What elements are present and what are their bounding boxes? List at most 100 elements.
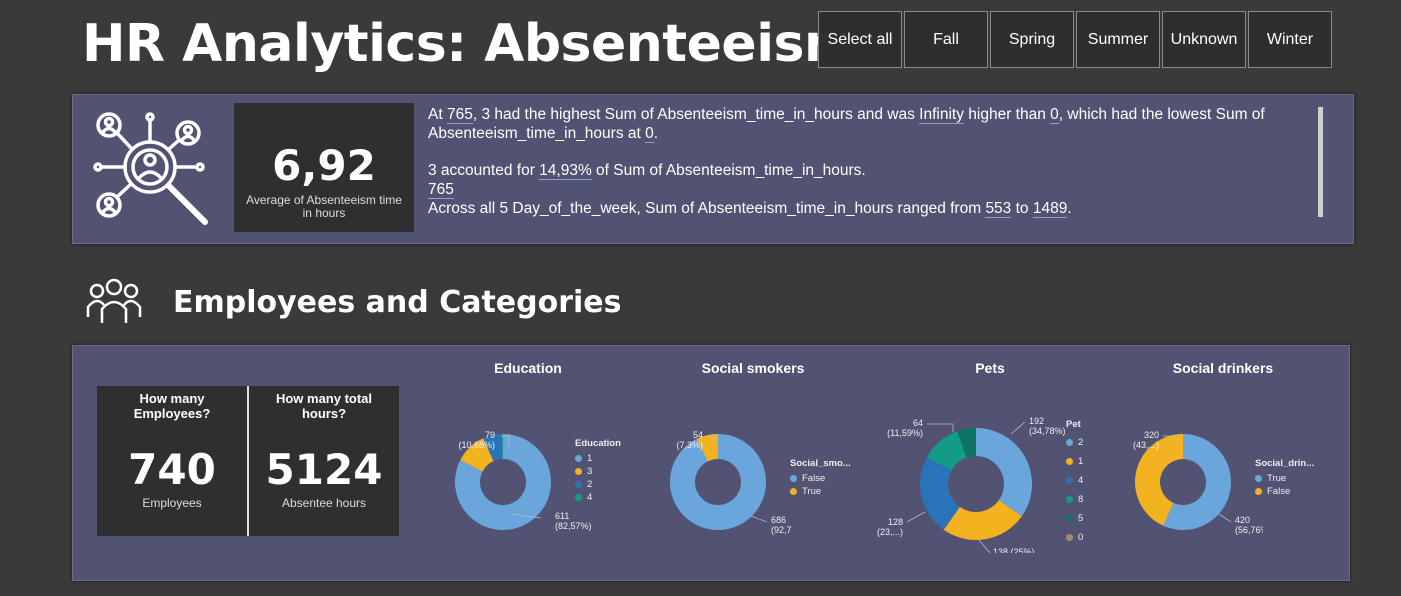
average-absenteeism-value: 6,92: [272, 141, 376, 190]
slicer-select-all[interactable]: Select all: [818, 11, 902, 68]
donut-slice-5[interactable]: [957, 428, 976, 458]
value-highlight: 553: [985, 200, 1012, 218]
education-donut-chart: 611 (82,57%) 79 (10,68%): [455, 430, 592, 531]
data-label: 54 (7,3%): [676, 430, 703, 450]
legend-item[interactable]: 0: [1066, 528, 1083, 547]
text: , 3 had the highest Sum of Absenteeism_t…: [472, 106, 920, 123]
text: .: [653, 125, 659, 142]
legend-label: 4: [1078, 475, 1084, 486]
text: At: [428, 106, 447, 123]
value-highlight: 0: [645, 125, 654, 143]
hours-question: How many total hours?: [275, 391, 373, 421]
legend-label: 4: [587, 492, 593, 503]
legend-label: 1: [1078, 456, 1084, 467]
legend-item[interactable]: False: [1255, 485, 1314, 498]
legend-item[interactable]: 1: [575, 452, 621, 465]
label-leader-line: [750, 515, 768, 523]
categories-panel: How many Employees? 740 Employees How ma…: [72, 345, 1350, 581]
legend-title: Social_drin...: [1255, 458, 1315, 469]
label-leader-line: [707, 435, 716, 442]
pets-chart-title: Pets: [975, 360, 1005, 376]
text: to: [1011, 200, 1033, 217]
legend-label: 8: [1078, 494, 1084, 505]
donut-slice-1[interactable]: [943, 500, 1022, 540]
summary-panel: 6,92 Average of Absenteeism time in hour…: [72, 94, 1354, 244]
donut-slice-2[interactable]: [483, 434, 503, 462]
data-label: 79 (10,68%): [458, 430, 495, 450]
employees-question: How many Employees?: [133, 391, 211, 421]
data-label: 320 (43,...): [1133, 430, 1159, 450]
text: 3 accounted for: [428, 162, 540, 179]
label-leader-line: [978, 539, 991, 553]
data-label: 420(56,76%): [1235, 515, 1263, 535]
legend-item[interactable]: 2: [575, 478, 621, 491]
slicer-summer[interactable]: Summer: [1076, 11, 1160, 68]
value-highlight: 1489: [1032, 200, 1068, 218]
average-absenteeism-label: Average of Absenteeism time in hours: [246, 193, 402, 220]
donut-slice-1[interactable]: [455, 434, 551, 530]
education-chart-title: Education: [494, 360, 562, 376]
data-label: 128 (23,...): [877, 517, 903, 537]
legend-item[interactable]: True: [1255, 472, 1314, 485]
legend-item[interactable]: True: [790, 485, 851, 498]
employees-label: Employees: [142, 496, 202, 510]
social-drinkers-chart-title: Social drinkers: [1172, 360, 1274, 376]
donut-slice-3[interactable]: [460, 438, 494, 472]
legend-label: 3: [587, 466, 593, 477]
legend-label: False: [1267, 486, 1291, 497]
dashboard-title: HR Analytics: Absenteeism: [82, 14, 858, 74]
donut-slice-False[interactable]: [670, 434, 766, 530]
slicer-winter[interactable]: Winter: [1248, 11, 1332, 68]
social-drinkers-donut-chart: 420(56,76%) 320(43,...): [1133, 430, 1263, 535]
slicer-fall[interactable]: Fall: [904, 11, 988, 68]
legend-item[interactable]: 1: [1066, 452, 1083, 471]
legend-title: Pet: [1066, 419, 1081, 430]
legend-label: 2: [587, 479, 593, 490]
narrative-scrollbar[interactable]: [1318, 107, 1323, 217]
season-slicer: Select all Fall Spring Summer Unknown Wi…: [818, 11, 1334, 68]
legend-label: 2: [1078, 437, 1084, 448]
people-search-icon: [93, 112, 208, 225]
social-smokers-legend: Social_smo... False True: [790, 458, 851, 498]
data-label: 64 (11,59%): [887, 418, 923, 438]
label-leader-line: [1163, 435, 1176, 442]
donut-slice-True[interactable]: [696, 434, 718, 462]
legend-item[interactable]: 2: [1066, 433, 1083, 452]
donut-slice-8[interactable]: [926, 431, 967, 471]
text: .: [1067, 200, 1072, 217]
slicer-unknown[interactable]: Unknown: [1162, 11, 1246, 68]
label-leader-line: [510, 513, 542, 519]
employees-value: 740: [128, 445, 216, 494]
social-smokers-chart-title: Social smokers: [701, 360, 805, 376]
label-leader-line: [1218, 513, 1232, 523]
education-legend: Education 1 3 2 4: [575, 438, 621, 504]
group-icon: [86, 278, 142, 323]
social-drinkers-legend: Social_drin... True False: [1255, 458, 1314, 498]
donut-slice-2[interactable]: [976, 428, 1032, 517]
employees-card: How many Employees? 740 Employees: [97, 386, 247, 536]
label-leader-line: [1010, 421, 1026, 435]
legend-item[interactable]: 5: [1066, 509, 1083, 528]
text: higher than: [963, 106, 1051, 123]
insight-line-2: 3 accounted for 14,93% of Sum of Absente…: [428, 161, 1308, 180]
legend-item[interactable]: False: [790, 472, 851, 485]
legend-label: True: [1267, 473, 1287, 484]
label-leader-line: [927, 423, 954, 432]
label-leader-line: [906, 511, 926, 523]
hours-label: Absentee hours: [281, 496, 367, 510]
value-highlight: 765: [428, 181, 454, 199]
legend-label: True: [802, 486, 822, 497]
legend-item[interactable]: 4: [1066, 471, 1083, 490]
donut-slice-True[interactable]: [1163, 434, 1231, 530]
donut-slice-False[interactable]: [1135, 434, 1183, 526]
smart-narrative: At 765 , 3 had the highest Sum of Absente…: [428, 105, 1308, 218]
legend-label: 0: [1078, 532, 1084, 543]
donut-slice-4[interactable]: [920, 457, 960, 530]
legend-title: Social_smo...: [790, 458, 851, 469]
donut-slice-4[interactable]: [501, 434, 503, 460]
hours-value: 5124: [265, 445, 383, 494]
legend-item[interactable]: 3: [575, 465, 621, 478]
slicer-spring[interactable]: Spring: [990, 11, 1074, 68]
legend-item[interactable]: 4: [575, 491, 621, 504]
legend-item[interactable]: 8: [1066, 490, 1083, 509]
